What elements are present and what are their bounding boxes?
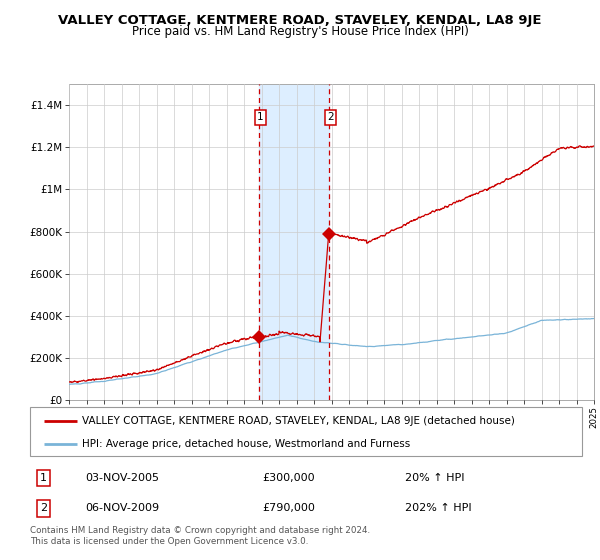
Text: 03-NOV-2005: 03-NOV-2005 <box>85 473 159 483</box>
Text: £300,000: £300,000 <box>262 473 314 483</box>
Text: VALLEY COTTAGE, KENTMERE ROAD, STAVELEY, KENDAL, LA8 9JE: VALLEY COTTAGE, KENTMERE ROAD, STAVELEY,… <box>58 14 542 27</box>
FancyBboxPatch shape <box>30 407 582 456</box>
Text: 20% ↑ HPI: 20% ↑ HPI <box>406 473 465 483</box>
Text: HPI: Average price, detached house, Westmorland and Furness: HPI: Average price, detached house, West… <box>82 439 410 449</box>
Text: Contains HM Land Registry data © Crown copyright and database right 2024.
This d: Contains HM Land Registry data © Crown c… <box>30 526 370 546</box>
Text: 2: 2 <box>327 112 334 122</box>
Text: 1: 1 <box>40 473 47 483</box>
Bar <box>259 84 329 400</box>
Text: Price paid vs. HM Land Registry's House Price Index (HPI): Price paid vs. HM Land Registry's House … <box>131 25 469 38</box>
Text: 202% ↑ HPI: 202% ↑ HPI <box>406 503 472 514</box>
Text: 1: 1 <box>257 112 264 122</box>
Text: 06-NOV-2009: 06-NOV-2009 <box>85 503 160 514</box>
Text: £790,000: £790,000 <box>262 503 315 514</box>
Text: 2: 2 <box>40 503 47 514</box>
Text: VALLEY COTTAGE, KENTMERE ROAD, STAVELEY, KENDAL, LA8 9JE (detached house): VALLEY COTTAGE, KENTMERE ROAD, STAVELEY,… <box>82 416 515 426</box>
